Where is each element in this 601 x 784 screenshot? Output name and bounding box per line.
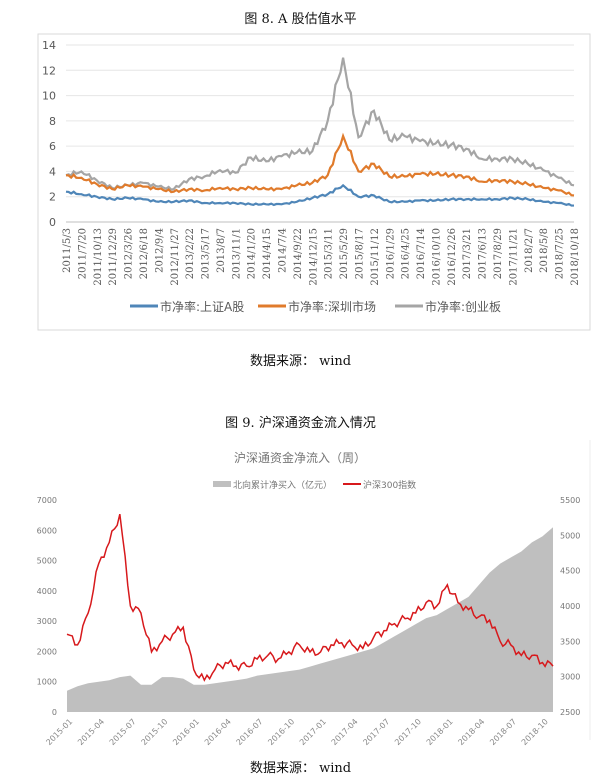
x-tick-label: 2018/10/18 [570, 228, 581, 286]
x-tick-label: 2011/7/20 [77, 228, 88, 279]
legend-label: 沪深300指数 [363, 479, 416, 491]
x-tick-label: 2018/5/8 [539, 228, 550, 273]
x-tick-label: 2014/4/15 [262, 228, 273, 279]
x-tick-label: 2015-07 [108, 717, 138, 747]
x-tick-label: 2014/1/20 [247, 228, 258, 279]
x-tick-label: 2015/8/17 [354, 228, 365, 279]
x-tick-label: 2017-04 [330, 717, 360, 747]
x-tick-label: 2016-10 [266, 717, 296, 747]
y-right-tick-label: 2500 [560, 708, 580, 717]
x-tick-label: 2017/8/29 [493, 228, 504, 279]
x-tick-label: 2015-04 [76, 717, 106, 747]
y-left-tick-label: 2000 [37, 647, 57, 656]
x-tick-label: 2012/9/4 [154, 228, 165, 273]
y-left-tick-label: 6000 [37, 526, 57, 535]
x-tick-label: 2013/11/1 [231, 228, 242, 279]
x-tick-label: 2016/7/14 [416, 228, 427, 279]
x-tick-label: 2012/11/27 [170, 228, 181, 286]
x-tick-label: 2018-07 [488, 717, 518, 747]
y-right-tick-label: 3000 [560, 673, 580, 682]
x-tick-label: 2016/1/29 [385, 228, 396, 279]
x-tick-label: 2017/6/13 [478, 228, 489, 279]
y-left-tick-label: 7000 [37, 496, 57, 505]
y-left-tick-label: 3000 [37, 617, 57, 626]
x-tick-label: 2018-04 [456, 717, 486, 747]
x-tick-label: 2018-01 [425, 717, 455, 747]
x-tick-label: 2012/3/26 [124, 228, 135, 279]
legend-label: 市净率:上证A股 [160, 299, 244, 314]
x-tick-label: 2011/12/29 [108, 228, 119, 286]
x-tick-label: 2018/7/25 [555, 228, 566, 279]
x-tick-label: 2017/11/21 [508, 228, 519, 286]
y-tick-label: 14 [42, 39, 56, 52]
x-tick-label: 2015/3/11 [324, 228, 335, 279]
x-tick-label: 2015-01 [44, 717, 74, 747]
series-line [65, 132, 575, 197]
figure8-source: 数据来源： wind [249, 354, 352, 369]
figure9-caption: 图 9. 沪深通资金流入情况 [225, 416, 376, 431]
x-tick-label: 2017-10 [393, 717, 423, 747]
x-tick-label: 2017-07 [361, 717, 391, 747]
y-tick-label: 4 [49, 165, 56, 178]
y-right-tick-label: 5500 [560, 496, 580, 505]
y-left-tick-label: 1000 [37, 678, 57, 687]
x-tick-label: 2016-07 [235, 717, 265, 747]
x-tick-label: 2014/7/4 [278, 228, 289, 273]
legend-swatch [213, 481, 231, 487]
x-tick-label: 2011/5/3 [62, 228, 73, 273]
x-tick-label: 2016/4/25 [401, 228, 412, 279]
y-right-tick-label: 4500 [560, 567, 580, 576]
x-tick-label: 2016/10/10 [431, 228, 442, 286]
x-tick-label: 2013/8/7 [216, 228, 227, 273]
x-tick-label: 2016-04 [203, 717, 233, 747]
x-tick-label: 2013/5/17 [201, 228, 212, 279]
x-tick-label: 2012/6/18 [139, 228, 150, 279]
x-tick-label: 2013/2/22 [185, 228, 196, 279]
y-right-tick-label: 3500 [560, 637, 580, 646]
y-tick-label: 12 [42, 64, 56, 77]
x-tick-label: 2015/11/12 [370, 228, 381, 286]
y-left-tick-label: 4000 [37, 587, 57, 596]
x-tick-label: 2017-01 [298, 717, 328, 747]
chart-pb-valuation: 0 2 4 6 8 10 12 14 2011/5/3 2011/7/20 2011/10/13 20… [37, 33, 591, 331]
legend-label: 市净率:创业板 [425, 299, 501, 314]
x-tick-label: 2014/12/15 [308, 228, 319, 286]
y-tick-label: 10 [42, 90, 56, 103]
y-right-tick-label: 4000 [560, 602, 580, 611]
line-csi300 [66, 513, 554, 682]
x-tick-label: 2014/9/22 [293, 228, 304, 279]
x-tick-label: 2018-10 [520, 717, 550, 747]
chart-title: 沪深通资金净流入（周） [234, 450, 366, 465]
y-left-tick-label: 5000 [37, 557, 57, 566]
x-tick-label: 2015/5/29 [339, 228, 350, 279]
chart-border [37, 33, 591, 331]
x-tick-label: 2017/3/21 [462, 228, 473, 279]
legend-label: 北向累计净买入（亿元） [233, 479, 332, 491]
y-right-tick-label: 5000 [560, 531, 580, 540]
y-tick-label: 0 [49, 216, 56, 229]
area-northbound [67, 527, 553, 712]
x-tick-label: 2016/12/26 [447, 228, 458, 286]
x-tick-label: 2015-10 [139, 717, 169, 747]
y-tick-label: 2 [49, 191, 56, 204]
figure9-source: 数据来源： wind [249, 761, 352, 776]
y-tick-label: 6 [49, 140, 56, 153]
series-line [65, 57, 575, 191]
figure8-caption: 图 8. A 股估值水平 [244, 12, 357, 27]
series-line [65, 183, 575, 207]
y-tick-label: 8 [49, 115, 56, 128]
y-left-tick-label: 0 [52, 708, 57, 717]
x-tick-label: 2018/2/7 [524, 228, 535, 273]
x-tick-label: 2011/10/13 [93, 228, 104, 286]
legend-label: 市净率:深圳市场 [288, 299, 376, 314]
x-tick-label: 2016-01 [171, 717, 201, 747]
